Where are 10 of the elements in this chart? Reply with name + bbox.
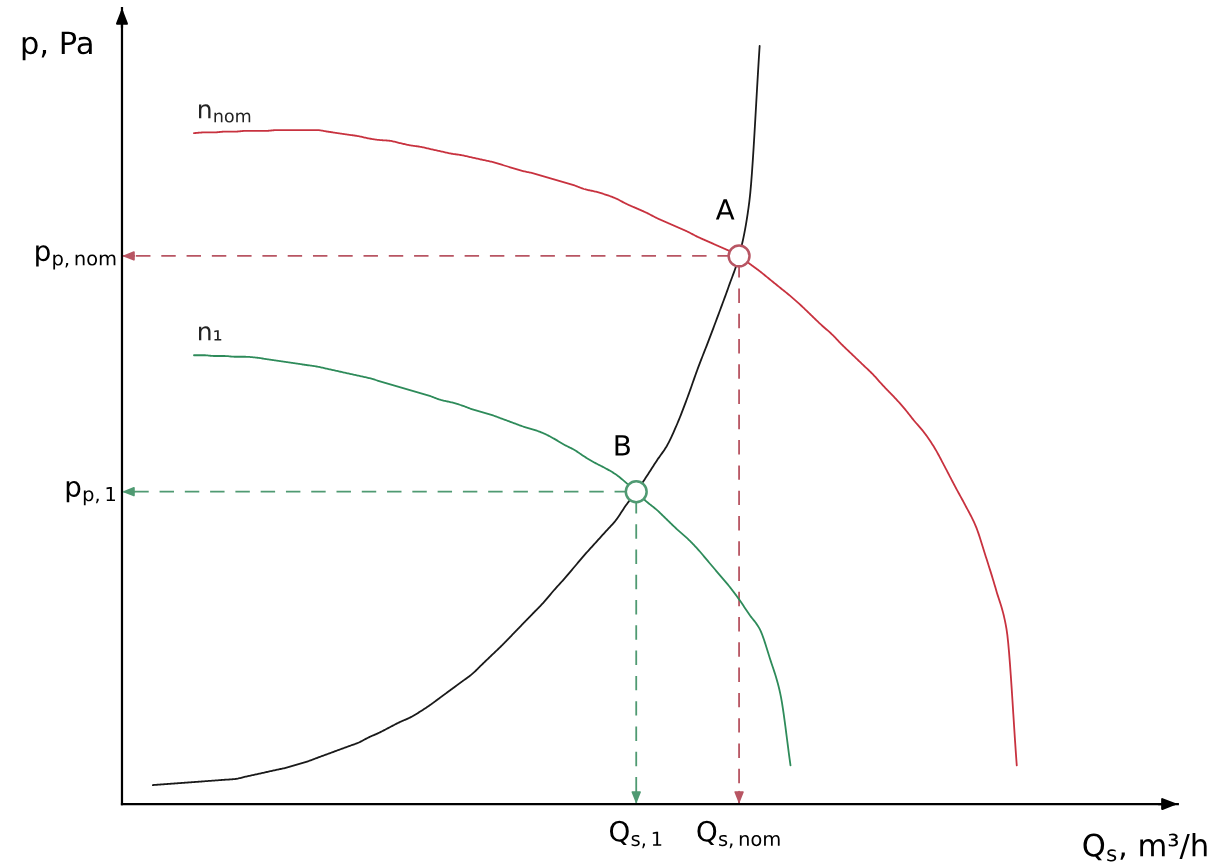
annotation: A — [715, 199, 735, 220]
x-axis-title: Q$_{s}$, m³/h — [1083, 833, 1207, 862]
text: p$_{p,1}$ — [66, 480, 115, 506]
x-tick-label: Q$_{s,nom}$ — [697, 820, 780, 849]
text: p$_{p,nom}$ — [36, 245, 116, 270]
series-label: n$_{nom}$ — [199, 104, 251, 123]
y-axis-title: p, Pa — [22, 31, 92, 61]
series-label: n₁ — [199, 326, 222, 341]
x-tick-label: Q$_{s,1}$ — [610, 820, 662, 849]
annotation: B — [615, 435, 630, 456]
